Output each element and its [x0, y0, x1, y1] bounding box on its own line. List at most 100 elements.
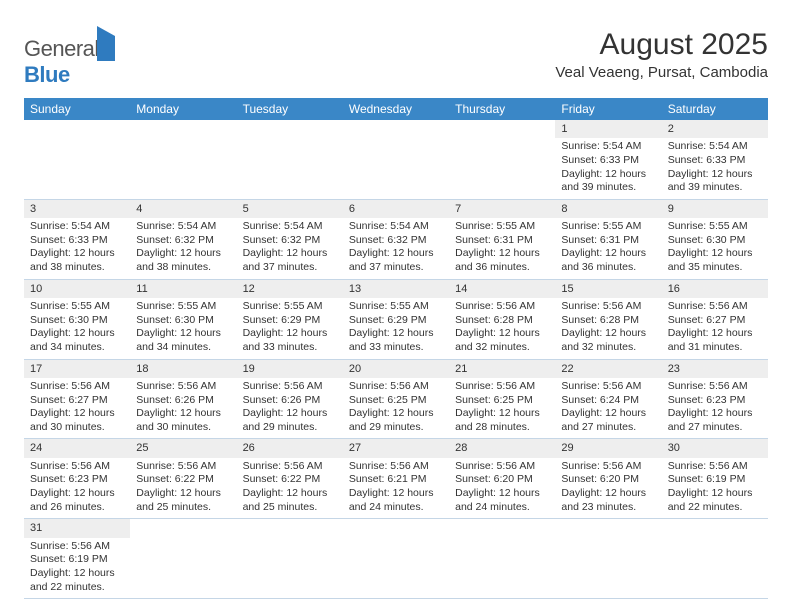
sunset-text: Sunset: 6:31 PM [455, 234, 549, 248]
sunrise-text: Sunrise: 5:55 AM [455, 220, 549, 234]
daynum-row: 3456789 [24, 199, 768, 218]
sunset-text: Sunset: 6:27 PM [668, 314, 762, 328]
day2-text: and 26 minutes. [30, 501, 124, 515]
daynum-row: 24252627282930 [24, 439, 768, 458]
day2-text: and 27 minutes. [561, 421, 655, 435]
day1-text: Daylight: 12 hours [30, 567, 124, 581]
calendar-page: General Blue August 2025 Veal Veaeng, Pu… [0, 0, 792, 615]
day1-text: Daylight: 12 hours [243, 327, 337, 341]
day-cell [130, 538, 236, 599]
day-cell: Sunrise: 5:56 AMSunset: 6:24 PMDaylight:… [555, 378, 661, 439]
day-number-cell: 15 [555, 279, 661, 298]
day-cell [237, 538, 343, 599]
day-cell: Sunrise: 5:56 AMSunset: 6:22 PMDaylight:… [237, 458, 343, 519]
day-number-cell: 7 [449, 199, 555, 218]
day2-text: and 34 minutes. [30, 341, 124, 355]
day2-text: and 29 minutes. [243, 421, 337, 435]
sunset-text: Sunset: 6:32 PM [243, 234, 337, 248]
sunrise-text: Sunrise: 5:55 AM [136, 300, 230, 314]
day2-text: and 30 minutes. [136, 421, 230, 435]
day-number-cell: 12 [237, 279, 343, 298]
day-cell: Sunrise: 5:55 AMSunset: 6:29 PMDaylight:… [343, 298, 449, 359]
sunrise-text: Sunrise: 5:56 AM [349, 460, 443, 474]
sunrise-text: Sunrise: 5:56 AM [136, 380, 230, 394]
day1-text: Daylight: 12 hours [349, 327, 443, 341]
day2-text: and 37 minutes. [349, 261, 443, 275]
day2-text: and 32 minutes. [455, 341, 549, 355]
day-cell [343, 538, 449, 599]
calendar-body: 12 Sunrise: 5:54 AMSunset: 6:33 PMDaylig… [24, 120, 768, 599]
day-cell: Sunrise: 5:56 AMSunset: 6:25 PMDaylight:… [343, 378, 449, 439]
day-data-row: Sunrise: 5:56 AMSunset: 6:19 PMDaylight:… [24, 538, 768, 599]
day2-text: and 28 minutes. [455, 421, 549, 435]
day1-text: Daylight: 12 hours [30, 327, 124, 341]
sunset-text: Sunset: 6:30 PM [668, 234, 762, 248]
day1-text: Daylight: 12 hours [136, 247, 230, 261]
day-cell: Sunrise: 5:54 AMSunset: 6:32 PMDaylight:… [343, 218, 449, 279]
day1-text: Daylight: 12 hours [668, 327, 762, 341]
day-cell: Sunrise: 5:55 AMSunset: 6:29 PMDaylight:… [237, 298, 343, 359]
sunrise-text: Sunrise: 5:56 AM [561, 380, 655, 394]
sunset-text: Sunset: 6:21 PM [349, 473, 443, 487]
sunrise-text: Sunrise: 5:55 AM [243, 300, 337, 314]
sunrise-text: Sunrise: 5:56 AM [30, 540, 124, 554]
sunrise-text: Sunrise: 5:56 AM [561, 300, 655, 314]
day1-text: Daylight: 12 hours [561, 247, 655, 261]
day-cell: Sunrise: 5:56 AMSunset: 6:27 PMDaylight:… [662, 298, 768, 359]
sunset-text: Sunset: 6:19 PM [668, 473, 762, 487]
day-number-cell: 20 [343, 359, 449, 378]
day-cell [449, 538, 555, 599]
day-cell: Sunrise: 5:55 AMSunset: 6:31 PMDaylight:… [449, 218, 555, 279]
day-cell: Sunrise: 5:56 AMSunset: 6:21 PMDaylight:… [343, 458, 449, 519]
day-cell [343, 138, 449, 199]
day2-text: and 22 minutes. [668, 501, 762, 515]
sunrise-text: Sunrise: 5:56 AM [30, 380, 124, 394]
day1-text: Daylight: 12 hours [455, 487, 549, 501]
day-number-cell [343, 519, 449, 538]
sunrise-text: Sunrise: 5:56 AM [668, 380, 762, 394]
day-number-cell: 30 [662, 439, 768, 458]
day2-text: and 35 minutes. [668, 261, 762, 275]
day-cell [662, 538, 768, 599]
day-number-cell: 21 [449, 359, 555, 378]
day-cell: Sunrise: 5:54 AMSunset: 6:32 PMDaylight:… [237, 218, 343, 279]
day2-text: and 33 minutes. [243, 341, 337, 355]
day-number-cell: 9 [662, 199, 768, 218]
day1-text: Daylight: 12 hours [136, 327, 230, 341]
day-number-cell: 17 [24, 359, 130, 378]
day2-text: and 33 minutes. [349, 341, 443, 355]
day1-text: Daylight: 12 hours [30, 407, 124, 421]
day-cell [449, 138, 555, 199]
day-cell: Sunrise: 5:56 AMSunset: 6:27 PMDaylight:… [24, 378, 130, 439]
day-cell: Sunrise: 5:56 AMSunset: 6:28 PMDaylight:… [449, 298, 555, 359]
sunrise-text: Sunrise: 5:54 AM [30, 220, 124, 234]
day1-text: Daylight: 12 hours [455, 407, 549, 421]
day2-text: and 23 minutes. [561, 501, 655, 515]
day1-text: Daylight: 12 hours [455, 327, 549, 341]
day2-text: and 38 minutes. [136, 261, 230, 275]
day-cell [555, 538, 661, 599]
brand-text-b: Blue [24, 62, 70, 87]
sunset-text: Sunset: 6:33 PM [30, 234, 124, 248]
day-cell: Sunrise: 5:56 AMSunset: 6:22 PMDaylight:… [130, 458, 236, 519]
sunset-text: Sunset: 6:28 PM [561, 314, 655, 328]
weekday-header-row: Sunday Monday Tuesday Wednesday Thursday… [24, 98, 768, 120]
day1-text: Daylight: 12 hours [30, 247, 124, 261]
day-cell: Sunrise: 5:56 AMSunset: 6:26 PMDaylight:… [237, 378, 343, 439]
daynum-row: 12 [24, 120, 768, 138]
day-number-cell: 11 [130, 279, 236, 298]
day-number-cell: 2 [662, 120, 768, 138]
day-number-cell: 1 [555, 120, 661, 138]
day-cell: Sunrise: 5:54 AMSunset: 6:33 PMDaylight:… [662, 138, 768, 199]
sunset-text: Sunset: 6:33 PM [561, 154, 655, 168]
title-block: August 2025 Veal Veaeng, Pursat, Cambodi… [555, 28, 768, 81]
day-number-cell: 4 [130, 199, 236, 218]
sunrise-text: Sunrise: 5:55 AM [349, 300, 443, 314]
calendar-table: Sunday Monday Tuesday Wednesday Thursday… [24, 98, 768, 599]
sunset-text: Sunset: 6:28 PM [455, 314, 549, 328]
day1-text: Daylight: 12 hours [243, 407, 337, 421]
sunset-text: Sunset: 6:23 PM [30, 473, 124, 487]
day1-text: Daylight: 12 hours [243, 487, 337, 501]
day-data-row: Sunrise: 5:54 AMSunset: 6:33 PMDaylight:… [24, 218, 768, 279]
sunset-text: Sunset: 6:31 PM [561, 234, 655, 248]
